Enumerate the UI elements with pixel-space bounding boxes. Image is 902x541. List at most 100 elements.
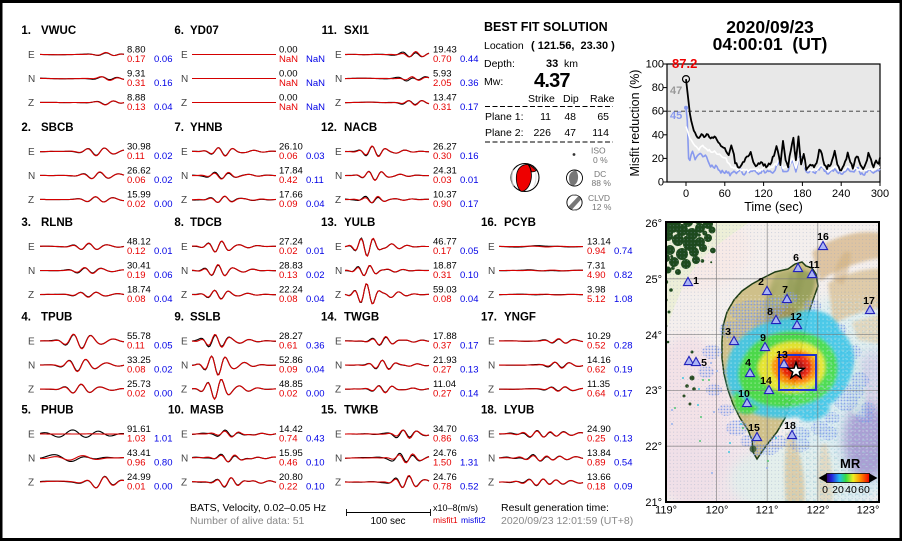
svg-text:YD07: YD07: [190, 25, 219, 37]
svg-text:Z: Z: [181, 98, 187, 109]
svg-text:87.2: 87.2: [672, 56, 697, 71]
svg-text:Z: Z: [488, 290, 494, 301]
svg-text:SBCB: SBCB: [41, 122, 74, 134]
svg-text:N: N: [28, 266, 35, 277]
svg-text:E: E: [28, 242, 35, 253]
svg-text:1.03: 1.03: [127, 434, 146, 445]
svg-text:0.02: 0.02: [279, 246, 298, 257]
svg-text:Z: Z: [28, 478, 34, 489]
svg-text:0.30: 0.30: [433, 151, 452, 162]
svg-text:Z: Z: [488, 385, 494, 396]
svg-text:0.17: 0.17: [127, 54, 146, 65]
svg-text:48.12: 48.12: [127, 237, 151, 248]
svg-text:E: E: [335, 430, 342, 441]
svg-text:Z: Z: [181, 195, 187, 206]
svg-text:21.93: 21.93: [433, 355, 457, 366]
svg-text:ISO: ISO: [591, 146, 606, 156]
svg-text:E: E: [181, 147, 188, 158]
svg-text:0.00: 0.00: [154, 389, 173, 400]
svg-text:0.82: 0.82: [614, 270, 633, 281]
svg-text:0.02: 0.02: [154, 175, 173, 186]
svg-text:0.02: 0.02: [279, 389, 298, 400]
svg-text:0.08: 0.08: [127, 294, 146, 305]
svg-text:17: 17: [863, 295, 875, 307]
svg-text:0.06: 0.06: [154, 270, 173, 281]
svg-text:Strike: Strike: [528, 93, 555, 105]
svg-text:N: N: [488, 266, 495, 277]
svg-text:0.11: 0.11: [127, 151, 145, 162]
svg-text:N: N: [335, 74, 342, 85]
svg-text:4.: 4.: [21, 312, 31, 324]
svg-text:DC: DC: [594, 169, 606, 179]
svg-text:52.86: 52.86: [279, 355, 303, 366]
svg-text:NaN: NaN: [279, 102, 298, 113]
svg-text:Z: Z: [488, 478, 494, 489]
svg-text:E: E: [181, 337, 188, 348]
svg-text:0.74: 0.74: [614, 246, 633, 257]
svg-text:12.: 12.: [321, 122, 337, 134]
svg-text:0.10: 0.10: [306, 482, 325, 493]
svg-text:0.17: 0.17: [460, 102, 479, 113]
svg-text:0.00: 0.00: [279, 69, 298, 80]
svg-text:1.31: 1.31: [460, 458, 479, 469]
svg-text:28.83: 28.83: [279, 261, 303, 272]
svg-text:6.: 6.: [174, 25, 184, 37]
svg-text:180: 180: [793, 188, 811, 200]
svg-text:21°: 21°: [645, 497, 662, 509]
svg-text:0.31: 0.31: [433, 102, 452, 113]
svg-text:25°: 25°: [645, 274, 662, 286]
svg-text:0.78: 0.78: [433, 482, 452, 493]
svg-text:0.17: 0.17: [433, 246, 452, 257]
svg-text:0.10: 0.10: [306, 458, 325, 469]
svg-text:misfit2: misfit2: [461, 515, 486, 525]
svg-text:55.78: 55.78: [127, 331, 151, 342]
svg-text:TWGB: TWGB: [344, 312, 379, 324]
svg-text:N: N: [488, 454, 495, 465]
svg-text:0.13: 0.13: [279, 270, 298, 281]
svg-text:BATS, Velocity, 0.02–0.05 Hz: BATS, Velocity, 0.02–0.05 Hz: [190, 502, 326, 514]
svg-text:N: N: [335, 266, 342, 277]
svg-text:E: E: [181, 50, 188, 61]
svg-text:22.24: 22.24: [279, 285, 303, 296]
svg-text:Number of alive data: 51: Number of alive data: 51: [190, 515, 305, 527]
svg-text:80: 80: [652, 82, 664, 94]
svg-text:0.01: 0.01: [154, 246, 173, 257]
svg-text:59.03: 59.03: [433, 285, 457, 296]
svg-text:CLVD: CLVD: [588, 193, 610, 203]
svg-text:0.46: 0.46: [279, 458, 298, 469]
svg-text:0.08: 0.08: [279, 294, 298, 305]
svg-text:5.93: 5.93: [433, 69, 452, 80]
svg-text:9: 9: [760, 332, 766, 344]
svg-text:120°: 120°: [706, 505, 729, 517]
svg-text:0.06: 0.06: [127, 175, 146, 186]
svg-text:0: 0: [683, 188, 689, 200]
svg-text:E: E: [28, 50, 35, 61]
svg-text:14.16: 14.16: [587, 355, 611, 366]
svg-text:9.: 9.: [174, 312, 184, 324]
svg-text:0.14: 0.14: [460, 389, 479, 400]
svg-text:E: E: [335, 337, 342, 348]
svg-text:5: 5: [701, 357, 707, 369]
svg-text:0.44: 0.44: [460, 54, 479, 65]
svg-text:4.37: 4.37: [534, 70, 570, 92]
svg-text:20: 20: [652, 153, 664, 165]
svg-text:1: 1: [693, 275, 699, 287]
svg-text:24°: 24°: [645, 330, 662, 342]
svg-text:Z: Z: [181, 290, 187, 301]
svg-text:E: E: [335, 242, 342, 253]
svg-text:26.10: 26.10: [279, 142, 303, 153]
svg-text:MR: MR: [840, 456, 861, 471]
svg-text:TDCB: TDCB: [190, 217, 222, 229]
svg-text:0.22: 0.22: [279, 482, 298, 493]
svg-text:NaN: NaN: [306, 78, 325, 89]
svg-text:24.99: 24.99: [127, 472, 151, 483]
svg-text:Z: Z: [28, 195, 34, 206]
svg-text:11.: 11.: [322, 25, 337, 37]
svg-text:Z: Z: [28, 385, 34, 396]
svg-text:Z: Z: [335, 385, 341, 396]
svg-text:Z: Z: [181, 385, 187, 396]
svg-text:Misfit reduction (%): Misfit reduction (%): [628, 70, 642, 177]
svg-text:0.09: 0.09: [279, 199, 298, 210]
svg-text:N: N: [335, 171, 342, 182]
svg-text:4.90: 4.90: [587, 270, 606, 281]
